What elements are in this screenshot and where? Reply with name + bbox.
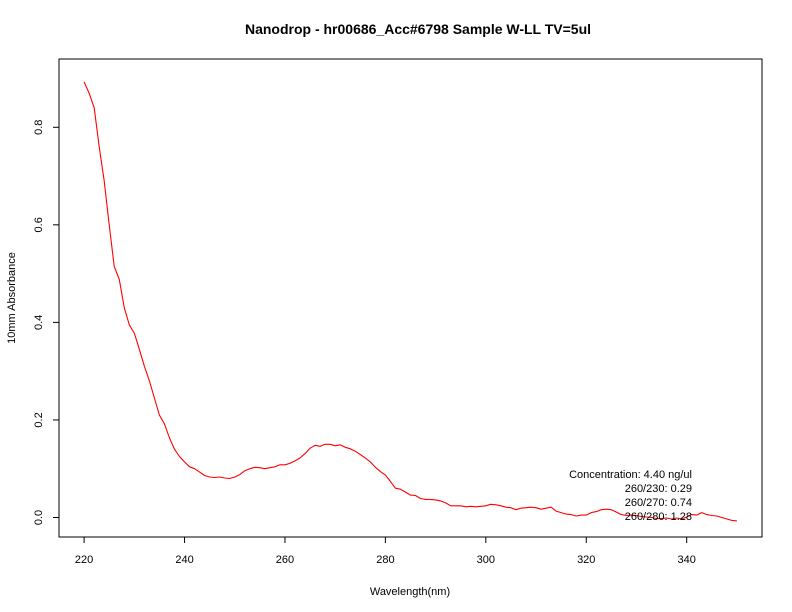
chart-title: Nanodrop - hr00686_Acc#6798 Sample W-LL … bbox=[245, 21, 591, 37]
x-tick-label: 340 bbox=[677, 554, 695, 566]
x-axis-label: Wavelength(nm) bbox=[370, 586, 450, 598]
x-tick-label: 260 bbox=[276, 554, 294, 566]
x-tick-label: 280 bbox=[376, 554, 394, 566]
x-tick-label: 320 bbox=[577, 554, 595, 566]
x-tick-label: 240 bbox=[175, 554, 193, 566]
x-tick-label: 300 bbox=[477, 554, 495, 566]
plot-area-frame bbox=[58, 58, 763, 538]
y-tick-label: 0.6 bbox=[33, 217, 45, 232]
concentration-text: Concentration: 4.40 ng/ul bbox=[569, 469, 692, 481]
x-axis: 220 240 260 280 300 320 340 bbox=[75, 537, 696, 566]
y-tick-label: 0.2 bbox=[33, 412, 45, 427]
y-tick-label: 0.8 bbox=[33, 120, 45, 135]
y-tick-label: 0.0 bbox=[33, 510, 45, 525]
absorbance-series-line bbox=[83, 81, 737, 522]
ratio-260-280-text: 260/280: 1.28 bbox=[625, 511, 692, 523]
ratio-260-230-text: 260/230: 0.29 bbox=[625, 483, 692, 495]
y-tick-label: 0.4 bbox=[33, 315, 45, 330]
series-layer bbox=[83, 81, 737, 522]
y-axis: 0.0 0.2 0.4 0.6 0.8 bbox=[33, 120, 59, 525]
x-tick-label: 220 bbox=[75, 554, 93, 566]
ratio-260-270-text: 260/270: 0.74 bbox=[625, 497, 692, 509]
y-axis-label: 10mm Absorbance bbox=[6, 252, 18, 344]
annotation-block: Concentration: 4.40 ng/ul 260/230: 0.29 26… bbox=[569, 469, 692, 523]
